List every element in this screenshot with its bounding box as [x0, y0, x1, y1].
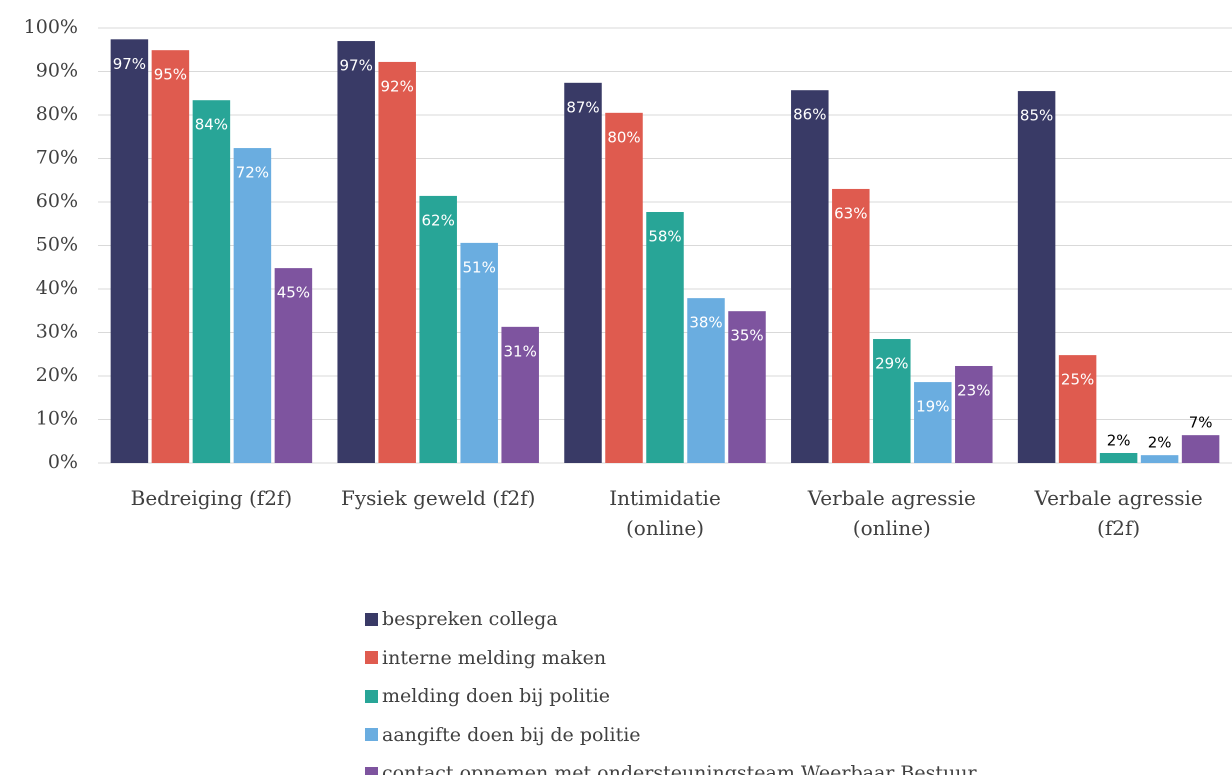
data-label: 86%	[793, 106, 826, 124]
bar	[501, 326, 539, 463]
bar	[1058, 355, 1097, 463]
data-label: 2%	[1148, 434, 1172, 452]
data-label: 7%	[1189, 414, 1213, 432]
data-label: 29%	[875, 355, 908, 373]
data-label: 87%	[566, 98, 599, 116]
legend-swatch	[365, 766, 378, 775]
legend-label: aangifte doen bij de politie	[382, 723, 641, 746]
data-label: 2%	[1107, 431, 1131, 449]
legend-label: interne melding maken	[382, 646, 607, 669]
bar	[646, 212, 684, 463]
bar	[1099, 452, 1138, 463]
y-tick-label: 90%	[36, 60, 78, 82]
bar	[151, 50, 190, 464]
x-tick-label: Verbale agressie (f2f)	[1034, 486, 1203, 540]
y-tick-label: 30%	[36, 321, 78, 343]
data-label: 31%	[504, 342, 537, 360]
x-tick-label: Verbale agressie (online)	[807, 486, 976, 540]
legend-swatch	[365, 651, 378, 665]
bar	[873, 339, 911, 463]
legend-item: contact opnemen met ondersteuningsteam W…	[365, 754, 977, 775]
bar	[233, 148, 272, 463]
bar	[914, 382, 952, 463]
data-label: 51%	[463, 258, 496, 276]
legend-swatch	[365, 612, 378, 626]
data-label: 80%	[607, 128, 640, 146]
legend-item: aangifte doen bij de politie	[365, 716, 977, 755]
bar	[955, 365, 993, 463]
data-label: 25%	[1061, 371, 1094, 389]
data-label: 58%	[648, 228, 681, 246]
data-label: 35%	[730, 327, 763, 345]
x-tick-label: Intimidatie (online)	[609, 486, 721, 540]
bar	[687, 298, 725, 463]
data-label: 92%	[381, 77, 414, 95]
data-label: 84%	[195, 116, 228, 134]
legend-swatch	[365, 728, 378, 742]
bar	[564, 82, 602, 463]
legend-item: interne melding maken	[365, 639, 977, 678]
legend-swatch	[365, 689, 378, 703]
data-label: 85%	[1020, 107, 1053, 125]
y-tick-label: 10%	[36, 408, 78, 430]
bar	[605, 112, 643, 463]
bar	[110, 39, 149, 464]
legend-item: melding doen bij politie	[365, 677, 977, 716]
y-tick-label: 70%	[36, 147, 78, 169]
data-label: 23%	[957, 381, 990, 399]
bar	[728, 311, 766, 463]
y-tick-label: 80%	[36, 103, 78, 125]
x-tick-label: Bedreiging (f2f)	[130, 486, 293, 510]
legend: bespreken collega interne melding maken me…	[365, 600, 977, 775]
bar	[791, 90, 829, 463]
data-label: 63%	[834, 204, 867, 222]
bar	[832, 188, 870, 463]
bar	[460, 242, 498, 463]
data-label: 97%	[340, 57, 373, 75]
y-tick-label: 20%	[36, 364, 78, 386]
legend-label: bespreken collega	[382, 608, 558, 630]
legend-item: bespreken collega	[365, 600, 977, 639]
legend-label: melding doen bij politie	[382, 685, 611, 707]
bar	[1017, 91, 1056, 463]
data-label: 95%	[154, 66, 187, 84]
bar	[1140, 455, 1179, 463]
data-label: 72%	[236, 164, 269, 182]
legend-label: contact opnemen met ondersteuningsteam W…	[382, 762, 977, 775]
bar	[192, 100, 231, 464]
data-label: 62%	[422, 211, 455, 229]
data-label: 19%	[916, 398, 949, 416]
bar	[1181, 435, 1220, 463]
y-tick-label: 0%	[48, 451, 78, 473]
data-label: 45%	[277, 284, 310, 302]
data-label: 38%	[689, 314, 722, 332]
data-label: 97%	[113, 55, 146, 73]
y-tick-label: 40%	[36, 277, 78, 299]
bar	[274, 268, 313, 463]
y-tick-label: 60%	[36, 190, 78, 212]
y-tick-label: 50%	[36, 234, 78, 256]
bar	[378, 61, 416, 464]
x-tick-label: Fysiek geweld (f2f)	[340, 486, 536, 510]
bar	[337, 41, 375, 464]
bar	[419, 195, 457, 463]
y-tick-label: 100%	[24, 16, 78, 38]
